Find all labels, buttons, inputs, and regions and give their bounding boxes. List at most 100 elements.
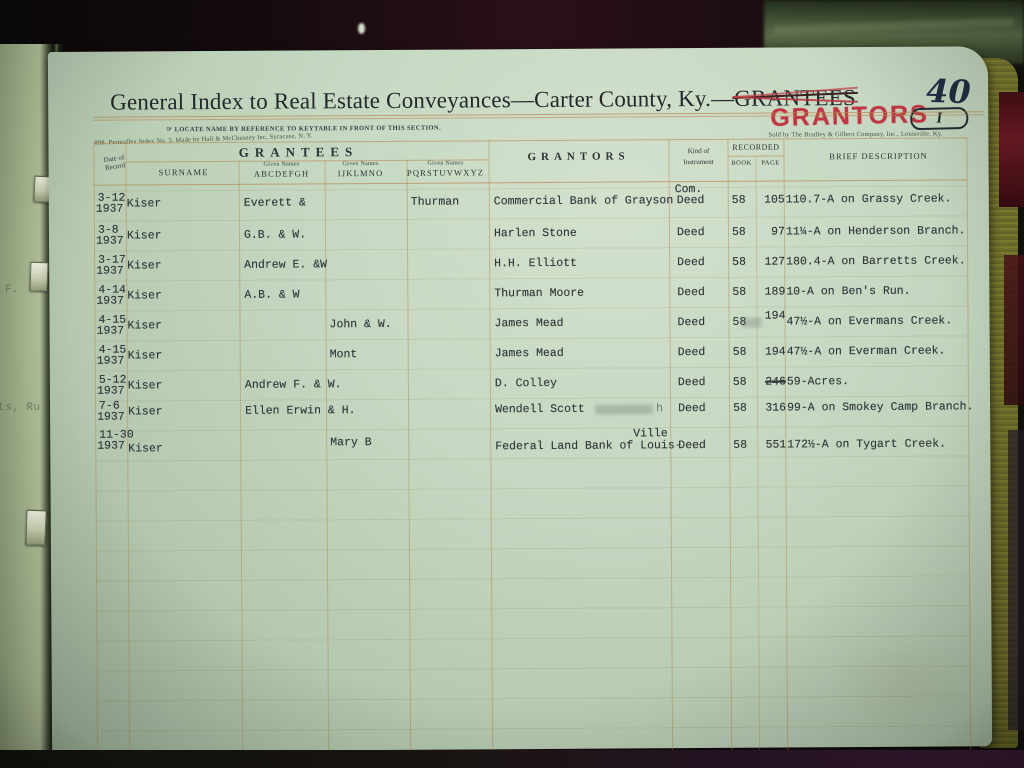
section-badge: I: [910, 106, 969, 131]
cell-given-pz: Thurman: [410, 195, 460, 209]
cell-given-io: John & W.: [329, 317, 392, 332]
grantors-red-stamp: GRANTORS: [770, 100, 929, 133]
cell-brief-description: 59-Acres.: [786, 375, 850, 389]
cell-book: 58: [732, 285, 747, 299]
left-page-text-fragment: F.: [5, 284, 19, 296]
header-grantees-group: GRANTEES: [238, 144, 359, 160]
cell-given-ah: Ellen Erwin & H.: [245, 404, 356, 418]
header-given-pqrstuvwxyz: Given Names PQRSTUVWXYZ: [401, 159, 491, 178]
cell-grantor: H.H. Elliott: [494, 256, 578, 271]
cell-grantor: D. Colley: [494, 376, 558, 391]
cell-page: 194: [764, 345, 786, 359]
cell-kind: Deed: [676, 193, 705, 208]
cell-given-ah: Everett &: [243, 196, 306, 210]
ledger-row: 11-30 1937 Kiser Mary B Federal Land Bank of…: [50, 419, 990, 455]
page-title-text: General Index to Real Estate Conveyances…: [110, 85, 735, 115]
cell-date-year: 1937: [96, 384, 125, 398]
cell-grantor: James Mead: [494, 316, 564, 331]
cell-grantor: Harlen Stone: [493, 226, 577, 241]
header-brief-description: BRIEF DESCRIPTION: [829, 150, 928, 162]
cell-date-year: 1937: [95, 202, 124, 216]
cell-date-year: 1937: [96, 324, 125, 338]
cell-date-year: 1937: [97, 410, 125, 424]
cell-kind: Deed: [677, 315, 706, 330]
ledger-table-rows: 3-12 1937 Kiser Everett & Thurman Commercial …: [48, 46, 988, 456]
cell-given-ah: Andrew E. &W: [244, 258, 328, 272]
cell-kind: Deed: [677, 375, 706, 390]
index-tab: [25, 509, 47, 546]
cell-grantor-continuation: Ville: [633, 427, 668, 441]
cell-book: 58: [732, 375, 747, 389]
header-surname: SURNAME: [158, 167, 209, 178]
cell-given-ah: G.B. & W.: [243, 228, 307, 242]
cell-kind: Deed: [677, 285, 705, 300]
cell-date-year: 1937: [97, 439, 125, 453]
cell-brief-description: 47½-A on Everman Creek.: [786, 344, 946, 359]
cell-kind: Deed: [677, 255, 705, 270]
cell-surname: Kiser: [126, 197, 162, 211]
cell-brief-description: 99-A on Smokey Camp Branch.: [787, 400, 974, 415]
cell-book: 58: [731, 193, 746, 207]
cell-given-ah: A.B. & W: [244, 288, 300, 302]
cell-book: 58: [733, 438, 748, 452]
cell-surname: Kiser: [126, 229, 162, 243]
ledger-row: 3-12 1937 Kiser Everett & Thurman Commercial …: [49, 183, 989, 222]
header-given-abcdefgh: Given Names ABCDEFGH: [242, 160, 322, 178]
cell-page: 189: [764, 285, 786, 299]
cell-surname: Kiser: [127, 319, 163, 333]
header-kind-l1: Kind of: [687, 146, 710, 156]
cell-date-year: 1937: [96, 354, 125, 368]
cell-kind: Deed: [676, 225, 705, 240]
cell-brief-description: 47½-A on Evermans Creek.: [786, 314, 953, 329]
cell-page: 194: [764, 309, 786, 323]
cell-book: 58: [732, 345, 747, 359]
cell-grantor: Wendell Scott: [495, 402, 585, 417]
book-cover-behind: [999, 92, 1024, 207]
cell-kind: Deed: [678, 438, 706, 453]
cell-date-year: 1937: [95, 234, 124, 248]
header-given-ijklmno: Given Names IJKLMNO: [321, 160, 401, 178]
cell-given-ah: Andrew F. & W.: [244, 378, 342, 392]
cell-book: 58: [733, 401, 747, 415]
cell-surname: Kiser: [127, 379, 163, 393]
cell-page: 246: [765, 375, 786, 389]
header-bottom-rule: [93, 179, 967, 186]
ledger-page: General Index to Real Estate Conveyances…: [47, 46, 993, 760]
cell-grantor: Federal Land Bank of Louis-: [495, 439, 682, 454]
header-kind-l2: Instrument: [683, 157, 714, 167]
cell-surname: Kiser: [127, 349, 163, 363]
cell-page: 127: [764, 255, 786, 269]
header-grantors: GRANTORS: [527, 150, 630, 164]
cell-kind: Deed: [678, 401, 706, 416]
cell-surname: Kiser: [128, 405, 163, 419]
background-speck: [358, 23, 365, 34]
cell-book: 58: [732, 255, 747, 269]
cell-page: 105: [764, 193, 785, 207]
header-ah-letters: ABCDEFGH: [253, 168, 310, 179]
header-kind-of-instrument: Kind of Instrument: [670, 146, 726, 168]
handwritten-page-number: 40: [925, 71, 972, 112]
cell-page: 551: [765, 438, 787, 452]
cell-given-io: Mary B: [330, 436, 372, 450]
header-date-l2: Record: [104, 161, 126, 172]
cell-grantor: Commercial Bank of Grayson: [493, 194, 674, 209]
cell-brief-description: 172½-A on Tygart Creek.: [787, 437, 947, 452]
cell-given-io: Mont: [329, 348, 358, 362]
cell-brief-description: 10-A on Ben's Run.: [786, 284, 911, 299]
cell-brief-description: 110.7-A on Grassy Creek.: [785, 192, 952, 207]
cell-page: 316: [765, 401, 787, 415]
book-cover-behind: [1004, 255, 1024, 405]
cell-surname: Kiser: [127, 259, 162, 273]
header-recorded: RECORDED: [732, 142, 780, 152]
header-page: PAGE: [761, 159, 780, 167]
cell-grantor-erased-remnant: h: [656, 402, 663, 416]
header-book: BOOK: [731, 159, 752, 167]
header-io-letters: IJKLMNO: [337, 167, 384, 179]
cell-page: 97: [771, 225, 786, 239]
cell-brief-description: 11¼-A on Henderson Branch.: [785, 224, 966, 239]
left-page-text-fragment: ts, Ru: [0, 402, 41, 414]
index-tab: [29, 261, 49, 292]
cell-brief-description: 180.4-A on Barretts Creek.: [786, 254, 966, 269]
cell-grantor: James Mead: [494, 346, 564, 361]
